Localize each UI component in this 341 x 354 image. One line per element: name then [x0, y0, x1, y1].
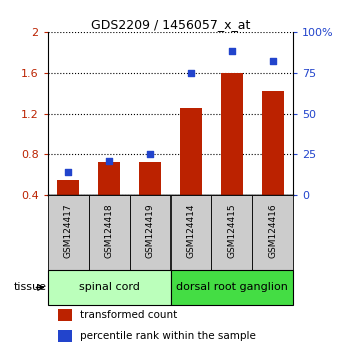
Text: dorsal root ganglion: dorsal root ganglion — [176, 282, 288, 292]
Text: percentile rank within the sample: percentile rank within the sample — [80, 331, 255, 341]
Bar — [252, 195, 293, 270]
Bar — [170, 195, 211, 270]
Bar — [221, 73, 243, 195]
Point — [270, 58, 276, 64]
Bar — [58, 309, 72, 321]
Point — [147, 152, 153, 157]
Text: GSM124415: GSM124415 — [227, 204, 236, 258]
Text: GSM124417: GSM124417 — [64, 204, 73, 258]
Bar — [211, 195, 252, 270]
Bar — [58, 330, 72, 342]
Text: spinal cord: spinal cord — [79, 282, 139, 292]
Text: transformed count: transformed count — [80, 310, 177, 320]
Bar — [57, 180, 79, 195]
Text: tissue: tissue — [14, 282, 47, 292]
Point — [188, 70, 194, 75]
Bar — [48, 195, 89, 270]
Bar — [130, 195, 170, 270]
Text: GSM124418: GSM124418 — [105, 204, 114, 258]
Bar — [170, 270, 293, 305]
Point — [65, 170, 71, 175]
Point — [229, 48, 235, 54]
Text: GSM124419: GSM124419 — [146, 204, 154, 258]
Text: GSM124416: GSM124416 — [268, 204, 277, 258]
Bar — [98, 161, 120, 195]
Bar — [262, 91, 284, 195]
Bar — [48, 270, 170, 305]
Bar — [89, 195, 130, 270]
Title: GDS2209 / 1456057_x_at: GDS2209 / 1456057_x_at — [91, 18, 250, 31]
Text: GSM124414: GSM124414 — [187, 204, 195, 258]
Bar — [180, 108, 202, 195]
Point — [106, 158, 112, 164]
Bar — [139, 161, 161, 195]
